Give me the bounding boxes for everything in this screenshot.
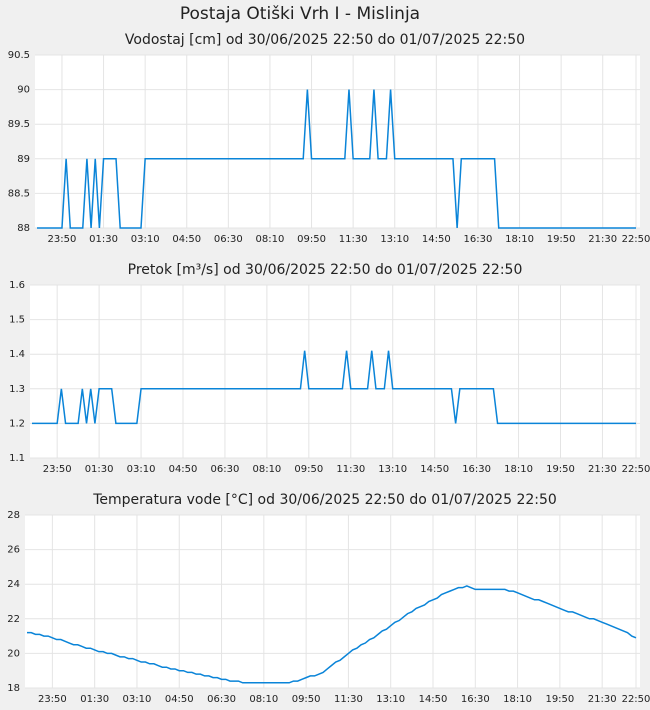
y-tick-label: 89 xyxy=(17,154,30,165)
y-tick-label: 90.5 xyxy=(8,50,30,61)
x-tick-label: 14:50 xyxy=(420,464,449,475)
x-tick-label: 19:50 xyxy=(547,234,576,245)
x-tick-label: 16:30 xyxy=(461,694,490,705)
x-tick-label: 01:30 xyxy=(80,694,109,705)
data-line xyxy=(37,89,636,229)
x-tick-label: 21:30 xyxy=(588,464,617,475)
x-tick-label: 21:30 xyxy=(588,234,617,245)
x-tick-label: 18:10 xyxy=(504,464,533,475)
x-tick-label: 22:50 xyxy=(622,694,650,705)
y-tick-label: 28 xyxy=(7,510,20,521)
y-tick-label: 1.2 xyxy=(9,418,25,429)
y-tick-label: 1.3 xyxy=(9,384,25,395)
y-tick-label: 1.5 xyxy=(9,315,25,326)
x-tick-label: 03:10 xyxy=(131,234,160,245)
x-tick-label: 13:10 xyxy=(376,694,405,705)
x-tick-label: 22:50 xyxy=(622,464,650,475)
x-tick-label: 11:30 xyxy=(336,464,365,475)
x-tick-label: 22:50 xyxy=(622,234,650,245)
plot-area xyxy=(25,515,640,688)
page-title: Postaja Otiški Vrh I - Mislinja xyxy=(180,4,420,24)
y-tick-label: 24 xyxy=(7,579,20,590)
y-tick-label: 90 xyxy=(17,85,30,96)
x-tick-label: 11:30 xyxy=(339,234,368,245)
x-tick-label: 04:50 xyxy=(165,694,194,705)
x-tick-label: 21:30 xyxy=(588,694,617,705)
chart-subtitle: Vodostaj [cm] od 30/06/2025 22:50 do 01/… xyxy=(125,32,525,48)
x-tick-label: 04:50 xyxy=(172,234,201,245)
x-tick-label: 09:50 xyxy=(297,234,326,245)
x-tick-label: 16:30 xyxy=(464,234,493,245)
y-tick-label: 18 xyxy=(7,683,20,694)
x-tick-label: 03:10 xyxy=(127,464,156,475)
y-tick-label: 89.5 xyxy=(8,119,30,130)
x-tick-label: 23:50 xyxy=(38,694,67,705)
chart-subtitle: Temperatura vode [°C] od 30/06/2025 22:5… xyxy=(92,492,557,508)
y-tick-label: 1.4 xyxy=(9,349,25,360)
data-line xyxy=(27,585,637,684)
chart-subtitle: Pretok [m³/s] od 30/06/2025 22:50 do 01/… xyxy=(128,262,523,278)
x-tick-label: 14:50 xyxy=(419,694,448,705)
x-tick-label: 09:50 xyxy=(292,694,321,705)
x-tick-label: 23:50 xyxy=(43,464,72,475)
x-tick-label: 18:10 xyxy=(505,234,534,245)
x-tick-label: 08:10 xyxy=(256,234,285,245)
y-tick-label: 26 xyxy=(7,545,20,556)
x-tick-label: 06:30 xyxy=(207,694,236,705)
y-tick-label: 20 xyxy=(7,648,20,659)
x-tick-label: 13:10 xyxy=(380,234,409,245)
x-tick-label: 08:10 xyxy=(249,694,278,705)
x-tick-label: 01:30 xyxy=(85,464,114,475)
x-tick-label: 18:10 xyxy=(503,694,532,705)
x-tick-label: 13:10 xyxy=(378,464,407,475)
x-tick-label: 01:30 xyxy=(89,234,118,245)
x-tick-label: 04:50 xyxy=(169,464,198,475)
plot-area xyxy=(30,285,640,458)
plot-area xyxy=(35,55,640,228)
x-tick-label: 11:30 xyxy=(334,694,363,705)
y-tick-label: 1.1 xyxy=(9,453,25,464)
x-tick-label: 03:10 xyxy=(123,694,152,705)
x-tick-label: 09:50 xyxy=(294,464,323,475)
y-tick-label: 88 xyxy=(17,223,30,234)
x-tick-label: 19:50 xyxy=(546,464,575,475)
y-tick-label: 22 xyxy=(7,614,20,625)
x-tick-label: 08:10 xyxy=(252,464,281,475)
y-tick-label: 88.5 xyxy=(8,188,30,199)
data-line xyxy=(32,350,636,425)
y-tick-label: 1.6 xyxy=(9,280,25,291)
x-tick-label: 06:30 xyxy=(211,464,240,475)
x-tick-label: 06:30 xyxy=(214,234,243,245)
x-tick-label: 16:30 xyxy=(462,464,491,475)
x-tick-label: 19:50 xyxy=(545,694,574,705)
x-tick-label: 23:50 xyxy=(48,234,77,245)
x-tick-label: 14:50 xyxy=(422,234,451,245)
